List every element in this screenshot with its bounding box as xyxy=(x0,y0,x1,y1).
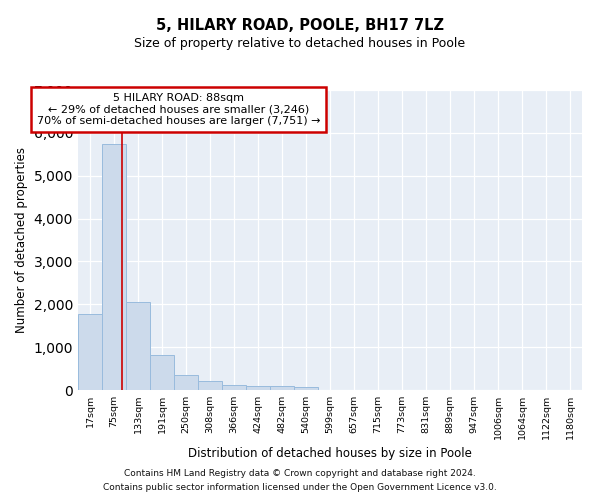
Text: Contains public sector information licensed under the Open Government Licence v3: Contains public sector information licen… xyxy=(103,484,497,492)
Bar xyxy=(198,380,222,390)
Bar xyxy=(222,385,246,390)
Bar xyxy=(78,314,102,390)
Text: Contains HM Land Registry data © Crown copyright and database right 2024.: Contains HM Land Registry data © Crown c… xyxy=(124,468,476,477)
Y-axis label: Number of detached properties: Number of detached properties xyxy=(15,147,28,333)
Bar xyxy=(294,387,318,390)
Bar xyxy=(102,144,126,390)
Text: 5 HILARY ROAD: 88sqm
← 29% of detached houses are smaller (3,246)
70% of semi-de: 5 HILARY ROAD: 88sqm ← 29% of detached h… xyxy=(37,93,320,126)
Text: 5, HILARY ROAD, POOLE, BH17 7LZ: 5, HILARY ROAD, POOLE, BH17 7LZ xyxy=(156,18,444,32)
Bar xyxy=(174,374,198,390)
Bar xyxy=(246,386,270,390)
Bar xyxy=(270,386,294,390)
X-axis label: Distribution of detached houses by size in Poole: Distribution of detached houses by size … xyxy=(188,448,472,460)
Bar xyxy=(150,355,174,390)
Bar xyxy=(126,302,150,390)
Text: Size of property relative to detached houses in Poole: Size of property relative to detached ho… xyxy=(134,38,466,51)
